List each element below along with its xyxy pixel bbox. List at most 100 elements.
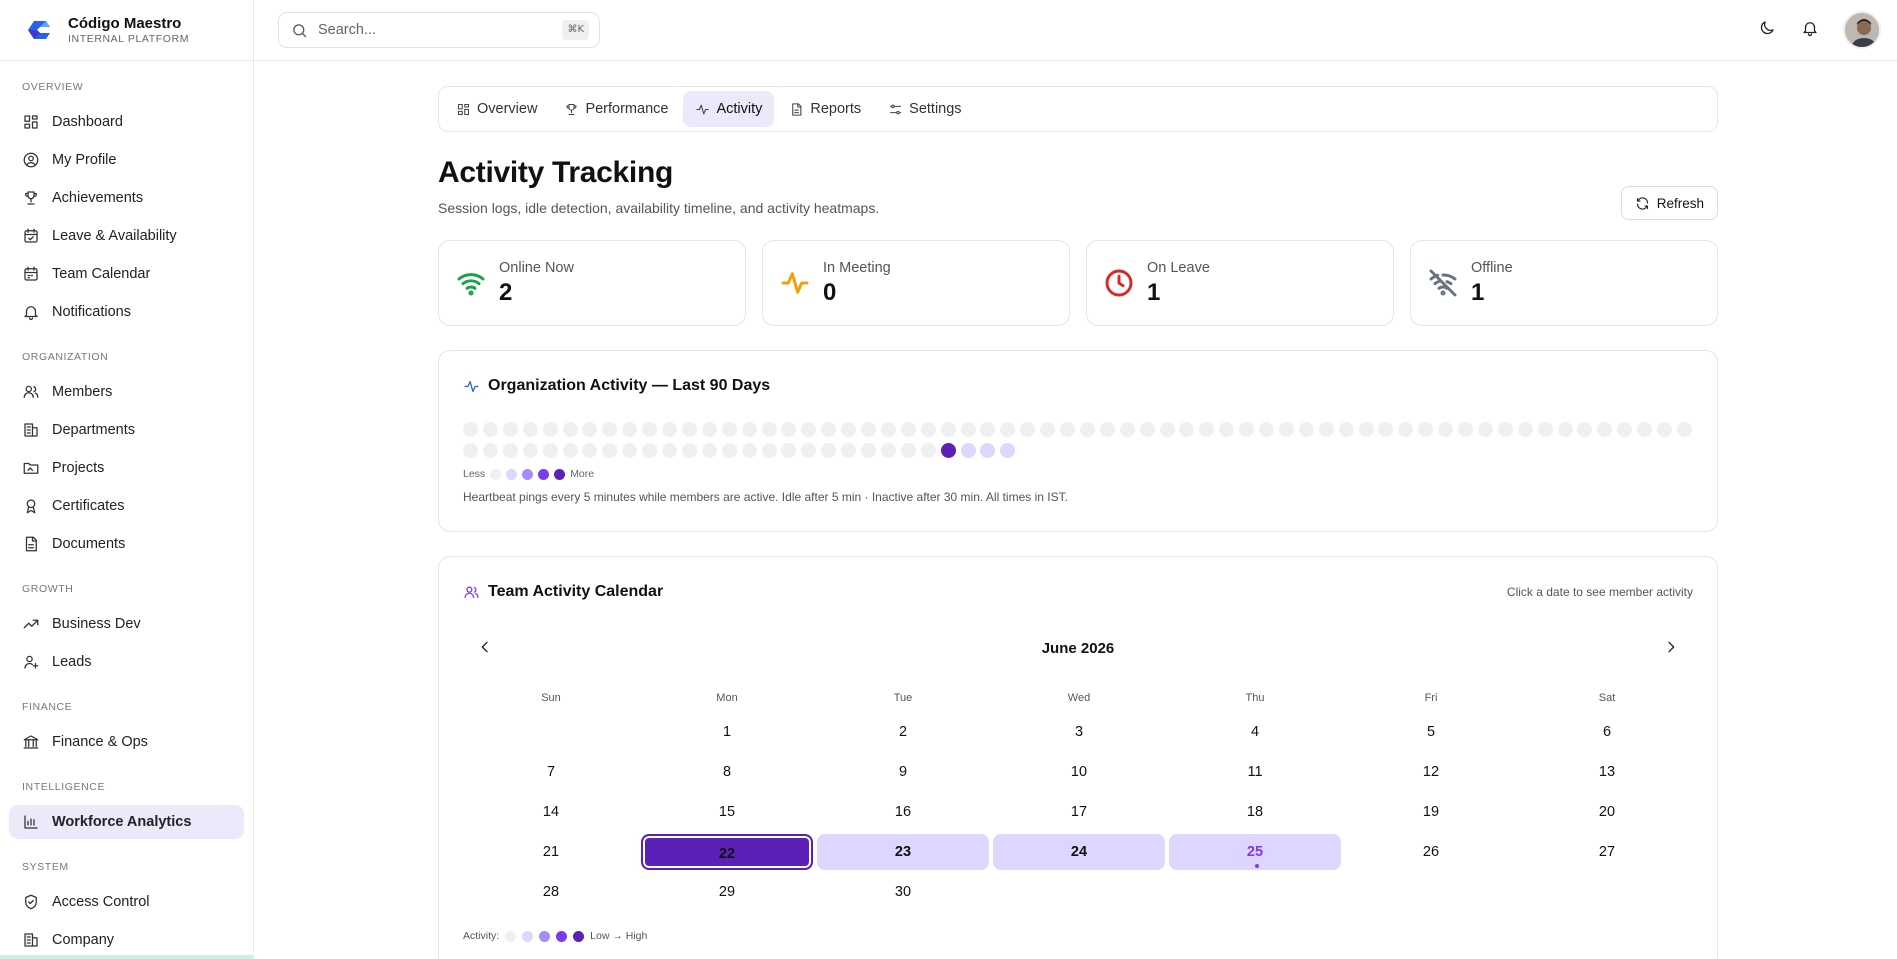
heatmap-cell[interactable] xyxy=(1318,422,1334,437)
heatmap-cell[interactable] xyxy=(1179,422,1195,437)
heatmap-cell[interactable] xyxy=(602,443,618,458)
search-input[interactable]: Search... ⌘K xyxy=(278,12,600,48)
sidebar-item-team-calendar[interactable]: Team Calendar xyxy=(9,257,244,291)
heatmap-cell[interactable] xyxy=(761,443,777,458)
tab-settings[interactable]: Settings xyxy=(876,91,973,127)
calendar-day[interactable]: 16 xyxy=(817,794,989,830)
heatmap-cell[interactable] xyxy=(1000,422,1016,437)
sidebar-item-leads[interactable]: Leads xyxy=(9,645,244,679)
calendar-day[interactable]: 7 xyxy=(465,754,637,790)
calendar-day[interactable]: 30 xyxy=(817,874,989,910)
heatmap-cell[interactable] xyxy=(861,422,876,437)
heatmap-cell[interactable] xyxy=(1497,422,1513,437)
heatmap-cell[interactable] xyxy=(920,422,936,437)
heatmap-cell[interactable] xyxy=(1338,422,1354,437)
calendar-day[interactable]: 25 xyxy=(1169,834,1341,870)
heatmap-cell[interactable] xyxy=(582,443,598,458)
tab-performance[interactable]: Performance xyxy=(552,91,680,127)
brand[interactable]: Código Maestro INTERNAL PLATFORM xyxy=(0,0,253,61)
calendar-day[interactable]: 26 xyxy=(1345,834,1517,870)
heatmap-cell[interactable] xyxy=(940,422,956,437)
heatmap-cell[interactable] xyxy=(1159,422,1175,437)
heatmap-cell[interactable] xyxy=(562,422,578,437)
heatmap-cell[interactable] xyxy=(980,422,996,437)
calendar-day[interactable]: 13 xyxy=(1521,754,1693,790)
sidebar-item-leave-availability[interactable]: Leave & Availability xyxy=(9,219,244,253)
heatmap-cell[interactable] xyxy=(701,443,717,458)
calendar-day[interactable]: 10 xyxy=(993,754,1165,790)
heatmap-cell[interactable] xyxy=(662,443,677,458)
heatmap-cell[interactable] xyxy=(920,443,936,458)
sidebar-item-business-dev[interactable]: Business Dev xyxy=(9,607,244,641)
heatmap-cell[interactable] xyxy=(721,422,737,437)
heatmap-cell[interactable] xyxy=(1358,422,1374,437)
calendar-day[interactable]: 1 xyxy=(641,714,813,750)
heatmap-cell[interactable] xyxy=(900,443,916,458)
heatmap-cell[interactable] xyxy=(482,422,498,437)
heatmap-cell[interactable] xyxy=(602,422,618,437)
heatmap-cell[interactable] xyxy=(642,443,658,458)
heatmap-cell[interactable] xyxy=(721,443,737,458)
tab-reports[interactable]: Reports xyxy=(777,91,873,127)
calendar-day[interactable]: 22 xyxy=(641,834,813,870)
tab-overview[interactable]: Overview xyxy=(444,91,549,127)
calendar-day[interactable]: 9 xyxy=(817,754,989,790)
sidebar-item-achievements[interactable]: Achievements xyxy=(9,181,244,215)
heatmap-cell[interactable] xyxy=(1557,422,1573,437)
calendar-day[interactable]: 21 xyxy=(465,834,637,870)
heatmap-cell[interactable] xyxy=(900,422,916,437)
heatmap-cell[interactable] xyxy=(1438,422,1454,437)
calendar-day[interactable]: 8 xyxy=(641,754,813,790)
heatmap-cell[interactable] xyxy=(1139,422,1155,437)
heatmap-cell[interactable] xyxy=(781,443,797,458)
heatmap-cell[interactable] xyxy=(801,422,817,437)
heatmap-cell[interactable] xyxy=(1020,422,1036,437)
heatmap-cell[interactable] xyxy=(1617,422,1633,437)
heatmap-cell[interactable] xyxy=(1418,422,1434,437)
heatmap-cell[interactable] xyxy=(1517,422,1533,437)
heatmap-cell[interactable] xyxy=(841,443,857,458)
calendar-day[interactable]: 2 xyxy=(817,714,989,750)
heatmap-cell[interactable] xyxy=(463,443,478,458)
heatmap-cell[interactable] xyxy=(701,422,717,437)
sidebar-item-members[interactable]: Members xyxy=(9,375,244,409)
calendar-day[interactable]: 12 xyxy=(1345,754,1517,790)
heatmap-cell[interactable] xyxy=(542,422,558,437)
heatmap-cell[interactable] xyxy=(1060,422,1075,437)
user-avatar[interactable] xyxy=(1843,11,1881,49)
heatmap-cell[interactable] xyxy=(502,422,518,437)
heatmap-cell[interactable] xyxy=(821,443,837,458)
refresh-button[interactable]: Refresh xyxy=(1620,186,1718,220)
theme-toggle-button[interactable] xyxy=(1758,19,1780,41)
heatmap-cell[interactable] xyxy=(1477,422,1493,437)
sidebar-item-company[interactable]: Company xyxy=(9,923,244,957)
heatmap-cell[interactable] xyxy=(562,443,578,458)
heatmap-cell[interactable] xyxy=(622,422,638,437)
calendar-day[interactable]: 4 xyxy=(1169,714,1341,750)
calendar-day[interactable]: 28 xyxy=(465,874,637,910)
heatmap-cell[interactable] xyxy=(821,422,837,437)
heatmap-cell[interactable] xyxy=(522,443,538,458)
calendar-day[interactable]: 24 xyxy=(993,834,1165,870)
calendar-day[interactable]: 27 xyxy=(1521,834,1693,870)
heatmap-cell[interactable] xyxy=(1278,422,1294,437)
calendar-day[interactable]: 6 xyxy=(1521,714,1693,750)
heatmap-cell[interactable] xyxy=(1259,422,1274,437)
heatmap-cell[interactable] xyxy=(1458,422,1473,437)
heatmap-cell[interactable] xyxy=(582,422,598,437)
prev-month-button[interactable] xyxy=(477,639,499,661)
heatmap-cell[interactable] xyxy=(1597,422,1613,437)
heatmap-cell[interactable] xyxy=(980,443,996,458)
calendar-day[interactable]: 29 xyxy=(641,874,813,910)
heatmap-cell[interactable] xyxy=(1398,422,1414,437)
calendar-day[interactable]: 5 xyxy=(1345,714,1517,750)
heatmap-cell[interactable] xyxy=(841,422,857,437)
calendar-day[interactable]: 17 xyxy=(993,794,1165,830)
calendar-day[interactable]: 23 xyxy=(817,834,989,870)
heatmap-cell[interactable] xyxy=(1099,422,1115,437)
calendar-day[interactable]: 3 xyxy=(993,714,1165,750)
heatmap-cell[interactable] xyxy=(741,443,757,458)
heatmap-cell[interactable] xyxy=(681,422,697,437)
heatmap-cell[interactable] xyxy=(1219,422,1235,437)
calendar-day[interactable]: 20 xyxy=(1521,794,1693,830)
